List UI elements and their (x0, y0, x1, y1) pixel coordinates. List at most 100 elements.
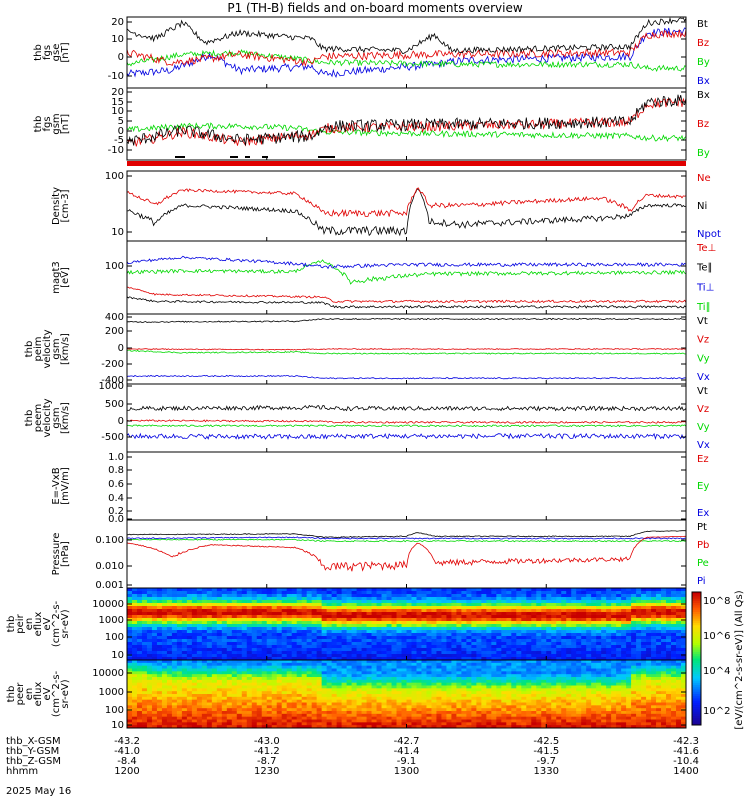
spectrogram-cell (151, 615, 158, 619)
spectrogram-cell (411, 691, 417, 695)
spectrogram-cell (241, 615, 248, 619)
spectrogram-cell (331, 603, 338, 607)
spectrogram-cell (226, 597, 233, 601)
spectrogram-cell (316, 612, 323, 616)
spectrogram-cell (541, 609, 547, 613)
spectrogram-cell (591, 594, 597, 598)
spectrogram-cell (586, 630, 592, 634)
spectrogram-cell (186, 711, 193, 715)
spectrogram-cell (246, 657, 253, 661)
spectrogram-cell (191, 594, 198, 598)
spectrogram-cell (456, 716, 462, 720)
spectrogram-cell (306, 651, 313, 655)
spectrogram-cell (431, 708, 437, 712)
spectrogram-cell (606, 594, 612, 598)
spectrogram-cell (286, 603, 293, 607)
spectrogram-cell (391, 603, 397, 607)
spectrogram-cell (521, 642, 527, 646)
spectrogram-cell (276, 621, 283, 625)
spectrogram-cell (471, 719, 477, 723)
spectrogram-cell (261, 588, 268, 592)
spectrogram-cell (616, 642, 622, 646)
spectrogram-cell (396, 645, 402, 649)
spectrogram-cell (461, 627, 467, 631)
spectrogram-cell (211, 677, 218, 681)
spectrogram-cell (266, 671, 273, 675)
spectrogram-cell (501, 609, 507, 613)
spectrogram-cell (351, 660, 357, 664)
spectrogram-cell (431, 685, 437, 689)
spectrogram-cell (271, 702, 278, 706)
spectrogram-cell (476, 702, 482, 706)
spectrogram-cell (296, 691, 303, 695)
spectrogram-cell (681, 612, 687, 616)
spectrogram-cell (566, 615, 572, 619)
spectrogram-cell (556, 615, 562, 619)
spectrogram-cell (226, 645, 233, 649)
spectrogram-cell (461, 716, 467, 720)
spectrogram-cell (631, 636, 637, 640)
spectrogram-cell (461, 713, 467, 718)
spectrogram-cell (276, 633, 283, 637)
spectrogram-cell (221, 600, 228, 604)
spectrogram-cell (211, 685, 218, 689)
spectrogram-cell (586, 636, 592, 640)
spectrogram-cell (476, 609, 482, 613)
spectrogram-cell (401, 654, 407, 658)
spectrogram-cell (441, 627, 447, 631)
spectrogram-cell (196, 657, 203, 661)
spectrogram-cell (346, 654, 352, 658)
spectrogram-cell (536, 603, 542, 607)
spectrogram-cell (161, 648, 168, 652)
spectrogram-cell (366, 633, 372, 637)
spectrogram-cell (136, 674, 143, 678)
spectrogram-cell (491, 651, 497, 655)
spectrogram-cell (651, 606, 657, 610)
spectrogram-cell (281, 682, 288, 686)
spectrogram-cell (351, 624, 357, 628)
spectrogram-cell (346, 688, 352, 692)
spectrogram-cell (546, 624, 552, 628)
spectrogram-cell (286, 685, 293, 689)
spectrogram-cell (281, 588, 288, 592)
spectrogram-cell (171, 688, 178, 692)
spectrogram-cell (301, 633, 308, 637)
spectrogram-cell (661, 618, 667, 622)
spectrogram-cell (266, 627, 273, 631)
spectrogram-cell (496, 699, 502, 703)
spectrogram-cell (127, 713, 133, 718)
spectrogram-cell (396, 662, 402, 667)
spectrogram-cell (306, 612, 313, 616)
spectrogram-cell (471, 665, 477, 669)
spectrogram-cell (361, 606, 367, 610)
spectrogram-cell (416, 682, 422, 686)
spectrogram-cell (226, 685, 233, 689)
spectrogram-cell (411, 633, 417, 637)
spectrogram-cell (606, 591, 612, 595)
spectrogram-cell (531, 633, 537, 637)
spectrogram-cell (366, 688, 372, 692)
spectrogram-cell (446, 702, 452, 706)
spectrogram-cell (156, 711, 163, 715)
spectrogram-cell (127, 600, 133, 604)
spectrogram-cell (541, 642, 547, 646)
spectrogram-cell (286, 612, 293, 616)
spectrogram-cell (511, 713, 517, 718)
spectrogram-cell (151, 618, 158, 622)
spectrogram-cell (611, 630, 617, 634)
spectrogram-cell (516, 627, 522, 631)
spectrogram-cell (511, 665, 517, 669)
spectrogram-cell (396, 636, 402, 640)
spectrogram-cell (306, 621, 313, 625)
spectrogram-cell (426, 702, 432, 706)
spectrogram-cell (466, 612, 472, 616)
spectrogram-cell (336, 603, 343, 607)
spectrogram-cell (516, 685, 522, 689)
spectrogram-cell (536, 668, 542, 672)
spectrogram-cell (481, 677, 487, 681)
spectrogram-cell (306, 636, 313, 640)
spectrogram-cell (241, 630, 248, 634)
spectrogram-cell (181, 615, 188, 619)
spectrogram-cell (436, 660, 442, 664)
spectrogram-cell (401, 648, 407, 652)
